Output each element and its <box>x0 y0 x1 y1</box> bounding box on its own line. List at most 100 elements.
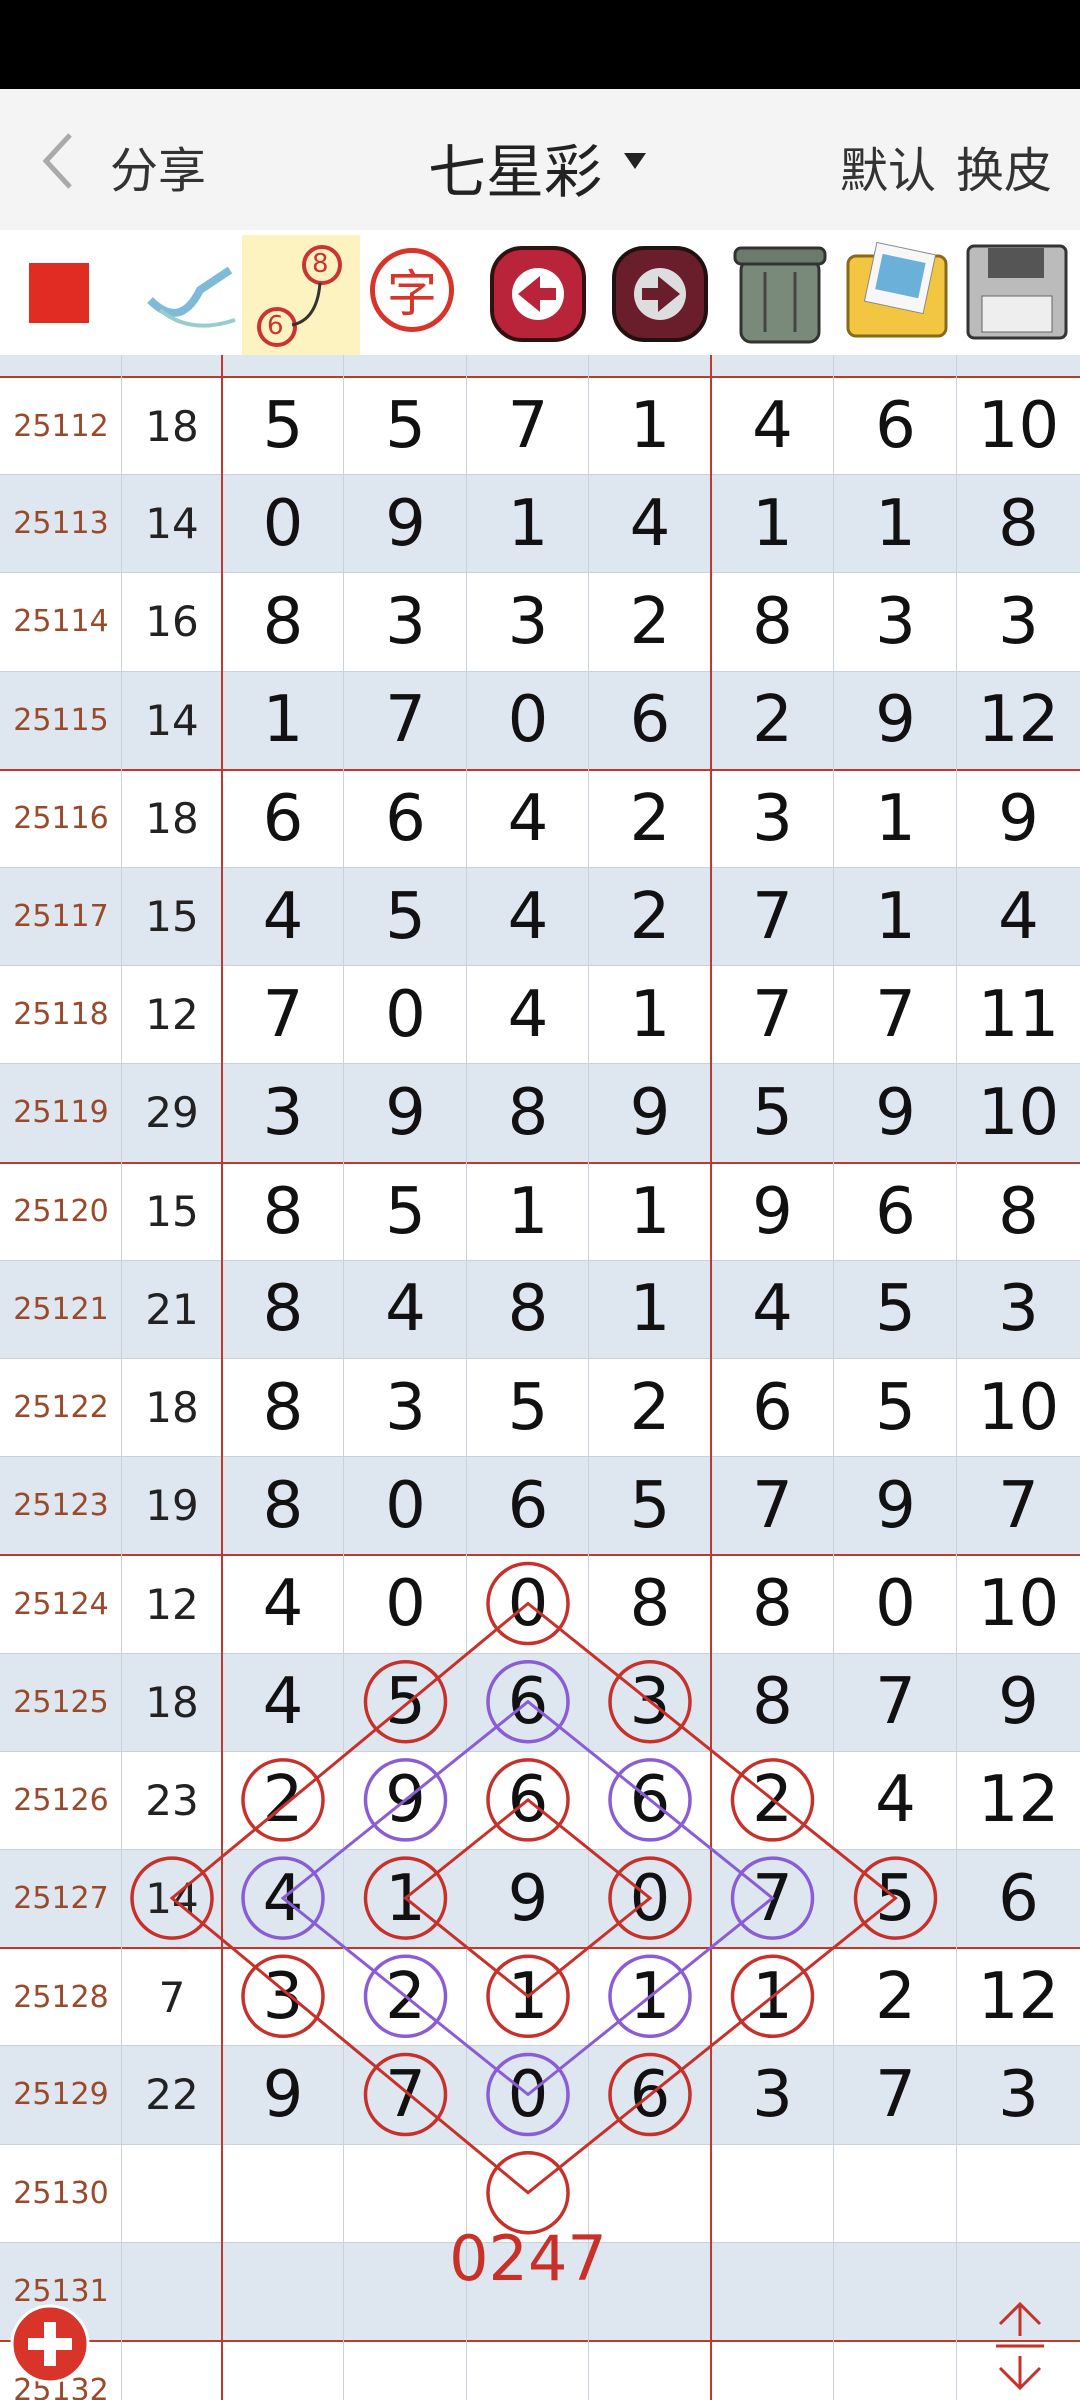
issue-cell: 25120 <box>13 1194 109 1230</box>
table-row: 25129 22 9 7 0 6 3 7 3 <box>0 2045 1080 2144</box>
digit-cell: 4 <box>998 879 1039 954</box>
sum-cell: 18 <box>145 1383 199 1433</box>
digit-cell: 7 <box>752 1861 793 1936</box>
digit-cell: 4 <box>507 977 549 1052</box>
column-line <box>221 355 223 2400</box>
digit-cell: 1 <box>629 1960 671 2035</box>
trash-icon[interactable] <box>725 236 835 348</box>
table-row: 25115 14 1 7 0 6 2 9 12 <box>0 670 1080 769</box>
sum-cell: 14 <box>145 1874 199 1924</box>
table-row: 25123 19 8 0 6 5 7 9 7 <box>0 1456 1080 1555</box>
table-row: 25119 29 3 9 8 9 5 9 10 <box>0 1063 1080 1162</box>
digit-cell: 5 <box>262 389 304 464</box>
digit-cell: 8 <box>752 584 793 659</box>
digit-cell: 8 <box>262 1468 304 1543</box>
digit-cell: 1 <box>752 486 793 561</box>
draw-table: 25112 18 5 5 7 1 4 6 10 25113 14 0 9 1 4 1 1 8 25114 16 8 3 3 2… <box>0 355 1080 2400</box>
digit-cell: 6 <box>507 1763 549 1838</box>
issue-cell: 25113 <box>13 506 109 542</box>
digit-cell: 9 <box>507 1861 549 1936</box>
gallery-icon[interactable] <box>840 240 955 345</box>
column-line <box>956 355 957 2400</box>
sum-cell: 18 <box>145 401 199 451</box>
digit-cell: 0 <box>875 1567 916 1642</box>
digit-cell: 5 <box>385 389 426 464</box>
digit-cell: 10 <box>977 389 1060 464</box>
digit-cell: 3 <box>998 584 1039 659</box>
issue-cell: 25114 <box>13 604 109 640</box>
sum-cell: 29 <box>145 1088 199 1138</box>
back-label[interactable]: 分享 <box>110 143 207 199</box>
sum-cell: 14 <box>145 499 199 549</box>
table-row: 25118 12 7 0 4 1 7 7 11 <box>0 965 1080 1064</box>
digit-cell: 3 <box>629 1665 671 1740</box>
digit-cell: 1 <box>629 977 671 1052</box>
digit-cell: 5 <box>385 1665 426 1740</box>
char-icon[interactable]: 字 <box>370 248 454 332</box>
digit-cell: 6 <box>629 1763 671 1838</box>
seq-number: 8 <box>312 249 329 279</box>
digit-cell: 7 <box>262 977 304 1052</box>
title-arrow[interactable] <box>622 151 648 171</box>
column-line <box>466 355 467 2400</box>
pen-icon[interactable] <box>140 250 240 340</box>
digit-cell: 7 <box>385 683 426 758</box>
digit-cell: 7 <box>507 389 549 464</box>
digit-cell: 2 <box>385 1960 426 2035</box>
title[interactable]: 七星彩 <box>428 138 603 206</box>
digit-cell: 4 <box>262 1861 304 1936</box>
save-icon[interactable] <box>962 240 1074 345</box>
digit-cell: 1 <box>507 1960 549 2035</box>
skin-default[interactable]: 默认 <box>840 143 937 199</box>
sum-cell: 18 <box>145 1677 199 1727</box>
digit-cell: 6 <box>752 1370 793 1445</box>
sum-cell: 14 <box>145 695 199 745</box>
table-row: 25120 15 8 5 1 1 9 6 8 <box>0 1161 1080 1260</box>
digit-cell: 0 <box>507 2057 549 2132</box>
scroll-arrows[interactable] <box>990 2296 1050 2396</box>
color-icon[interactable] <box>29 263 89 323</box>
digit-cell: 8 <box>998 1174 1039 1249</box>
issue-cell: 25128 <box>13 1979 109 2015</box>
table-row: 25122 18 8 3 5 2 6 5 10 <box>0 1358 1080 1457</box>
sum-cell: 19 <box>145 1481 199 1531</box>
digit-cell: 9 <box>629 1075 671 1150</box>
digit-cell: 2 <box>629 879 671 954</box>
digit-cell: 8 <box>507 1075 549 1150</box>
digit-cell: 9 <box>752 1174 793 1249</box>
issue-cell: 25121 <box>13 1291 109 1327</box>
digit-cell: 3 <box>385 1370 426 1445</box>
digit-cell: 2 <box>262 1763 304 1838</box>
digit-cell: 7 <box>875 2057 916 2132</box>
sequence-icon[interactable]: 8 6 <box>242 235 360 355</box>
sum-cell: 7 <box>158 1972 186 2022</box>
digit-cell: 5 <box>507 1370 549 1445</box>
digit-cell: 3 <box>752 2057 793 2132</box>
digit-cell: 8 <box>507 1272 549 1347</box>
digit-cell: 1 <box>507 1174 549 1249</box>
add-button[interactable] <box>8 2302 92 2386</box>
digit-cell: 3 <box>998 2057 1039 2132</box>
issue-cell: 25131 <box>13 2273 109 2309</box>
sum-cell: 21 <box>145 1284 199 1334</box>
back-icon[interactable] <box>38 131 78 191</box>
digit-cell: 2 <box>629 781 671 856</box>
next-icon[interactable] <box>610 244 710 344</box>
table-row: 25112 18 5 5 7 1 4 6 10 <box>0 376 1080 475</box>
skin-change[interactable]: 换皮 <box>956 143 1053 199</box>
table-row: 25125 18 4 5 6 3 8 7 9 <box>0 1652 1080 1751</box>
table-row: 25132 <box>0 2340 1080 2400</box>
table-row: 25127 14 4 1 9 0 7 5 6 <box>0 1849 1080 1948</box>
seq-number: 6 <box>267 311 284 341</box>
sum-cell: 15 <box>145 1187 199 1237</box>
table-row: 25117 15 4 5 4 2 7 1 4 <box>0 867 1080 966</box>
digit-cell: 1 <box>875 781 916 856</box>
prev-icon[interactable] <box>488 244 588 344</box>
sum-cell: 16 <box>145 597 199 647</box>
digit-cell: 9 <box>385 486 426 561</box>
digit-cell: 4 <box>385 1272 426 1347</box>
digit-cell: 9 <box>385 1763 426 1838</box>
digit-cell: 8 <box>752 1567 793 1642</box>
digit-cell: 3 <box>262 1075 304 1150</box>
digit-cell: 5 <box>875 1272 916 1347</box>
